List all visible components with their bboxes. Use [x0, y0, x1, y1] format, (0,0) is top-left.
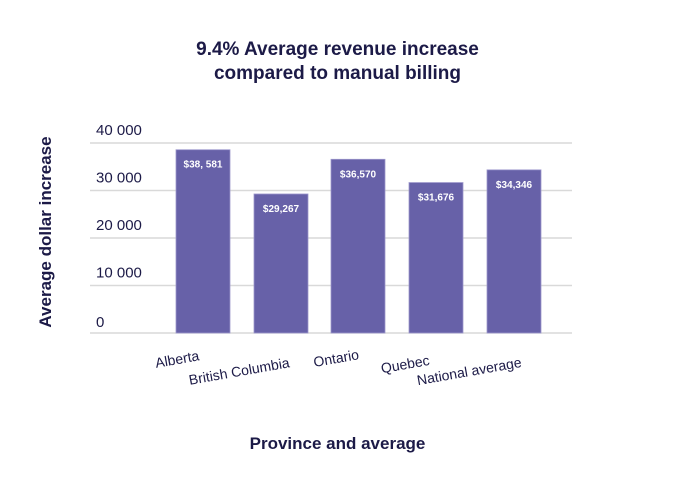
chart-title: 9.4% Average revenue increase compared t… [0, 38, 675, 86]
data-label: $34,346 [496, 180, 533, 191]
y-tick-label: 0 [96, 314, 104, 331]
bar-alberta [175, 149, 231, 334]
y-tick-label: 40 000 [96, 122, 142, 139]
data-label: $31,676 [418, 193, 455, 204]
chart-title-line-2: compared to manual billing [213, 63, 462, 84]
bar-ontario [330, 158, 386, 334]
x-tick-label: Alberta [154, 347, 201, 370]
data-label: $38, 581 [184, 160, 223, 171]
y-tick-label: 30 000 [96, 170, 142, 187]
x-axis-label: Province and average [249, 434, 426, 453]
bar-quebec [408, 182, 464, 334]
bar-british-columbia [253, 193, 309, 334]
data-label: $36,570 [340, 169, 377, 180]
y-tick-label: 10 000 [96, 265, 142, 282]
chart-title-line-1: 9.4% Average revenue increase [196, 39, 479, 60]
x-tick-label: British Columbia [188, 354, 291, 387]
y-tick-label: 20 000 [96, 217, 142, 234]
data-label: $29,267 [263, 204, 300, 215]
x-tick-label: National average [416, 354, 523, 388]
bar-national-average [486, 169, 542, 334]
x-tick-label: Ontario [312, 346, 360, 370]
